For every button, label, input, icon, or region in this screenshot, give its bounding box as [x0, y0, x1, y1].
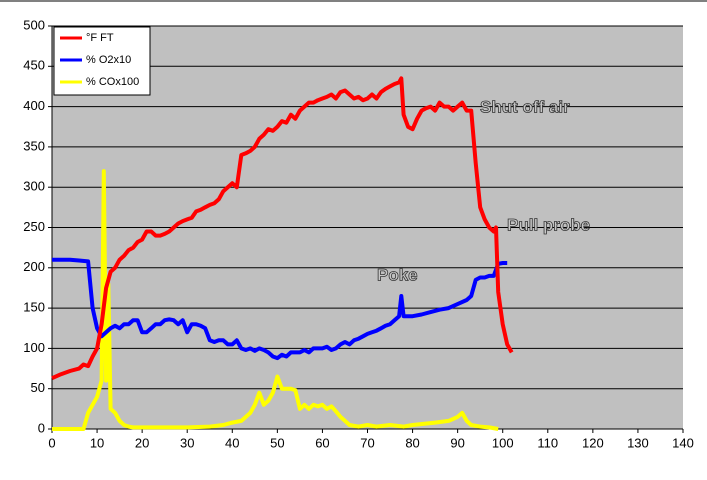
x-tick-label: 20	[135, 435, 149, 450]
annotation: Poke	[377, 265, 418, 284]
y-tick-label: 500	[23, 17, 45, 32]
y-tick-label: 100	[23, 340, 45, 355]
y-tick-label: 0	[38, 420, 45, 435]
x-tick-label: 30	[180, 435, 194, 450]
y-tick-label: 300	[23, 179, 45, 194]
series-line	[51, 76, 514, 381]
y-tick-label: 400	[23, 98, 45, 113]
series-line	[52, 169, 499, 431]
x-tick-label: 80	[405, 435, 419, 450]
legend-label: % COx100	[86, 76, 139, 88]
y-tick-label: 250	[23, 219, 45, 234]
legend: °F FT % O2x10 % COx100	[53, 26, 151, 96]
x-tick-label: 130	[627, 435, 649, 450]
legend-label: % O2x10	[86, 54, 131, 66]
y-tick-label: 200	[23, 259, 45, 274]
x-tick-label: 40	[225, 435, 239, 450]
y-tick-label: 150	[23, 300, 45, 315]
y-tick-label: 350	[23, 138, 45, 153]
legend-label: °F FT	[86, 32, 114, 44]
annotation: Shut off air	[480, 97, 570, 116]
y-tick-label: 50	[31, 380, 45, 395]
x-tick-label: 140	[672, 435, 694, 450]
annotation: Pull probe	[507, 215, 590, 234]
x-tick-label: 110	[537, 435, 558, 450]
x-tick-label: 90	[450, 435, 464, 450]
x-tick-label: 120	[582, 435, 604, 450]
x-tick-label: 60	[315, 435, 329, 450]
x-tick-label: 50	[270, 435, 284, 450]
series-line	[52, 257, 508, 361]
x-tick-label: 100	[492, 435, 514, 450]
x-tick-label: 0	[48, 435, 55, 450]
x-tick-label: 10	[90, 435, 104, 450]
x-tick-label: 70	[360, 435, 374, 450]
y-tick-label: 450	[23, 58, 45, 73]
